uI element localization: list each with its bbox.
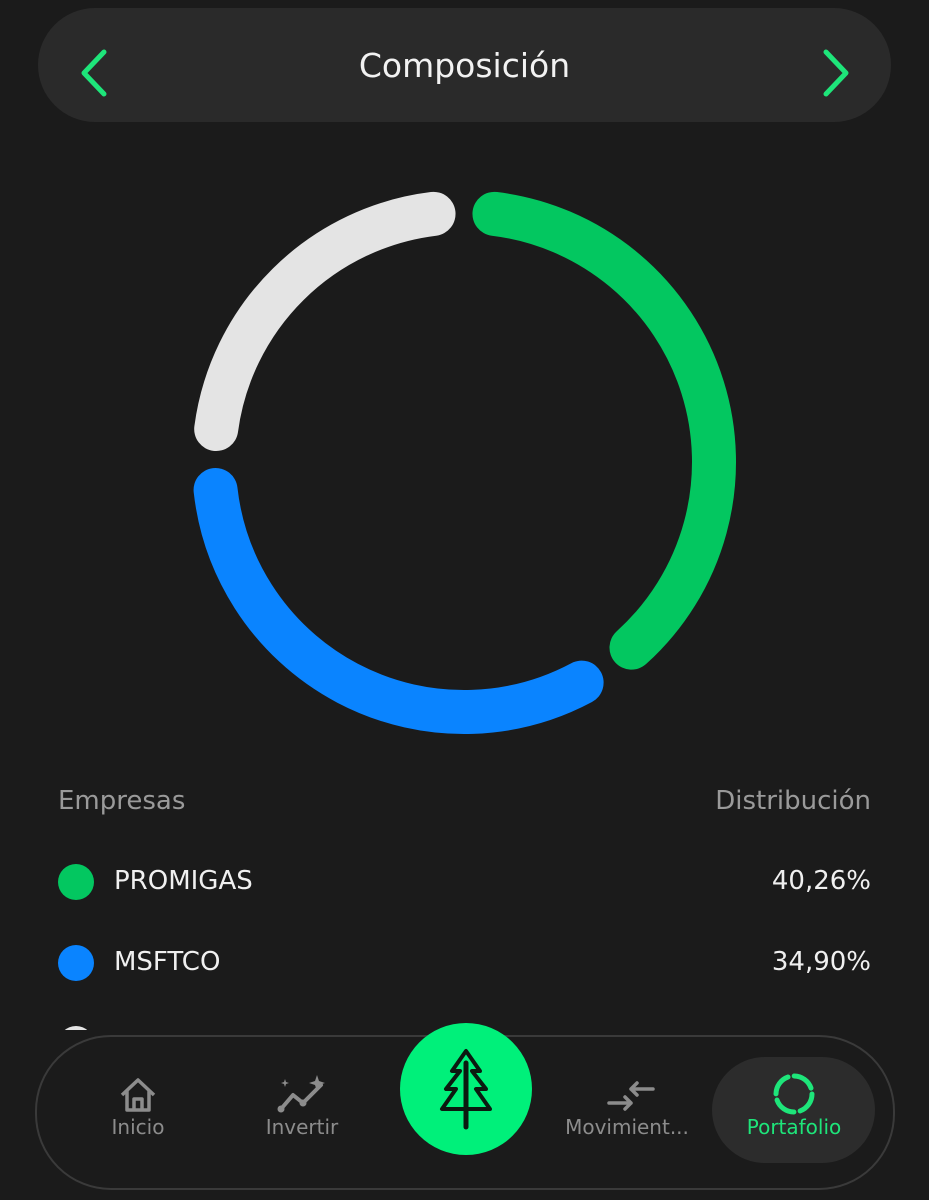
invest-icon[interactable]: [277, 1075, 329, 1115]
column-header: Empresas: [58, 786, 186, 816]
bottom-nav: Inicio Invertir Movimient... Portafolio: [35, 1023, 895, 1190]
movements-icon[interactable]: [607, 1079, 655, 1113]
header-title: Composición: [358, 46, 571, 85]
donut-segment: [194, 191, 456, 452]
column-header: Distribución: [715, 786, 871, 816]
legend-dot: [58, 945, 94, 981]
nav-label[interactable]: Invertir: [265, 1115, 339, 1139]
center-button[interactable]: [400, 1023, 532, 1155]
donut-segment: [472, 191, 736, 670]
company-name: MSFTCO: [114, 947, 221, 977]
back-button[interactable]: [78, 48, 112, 98]
home-icon[interactable]: [118, 1075, 158, 1115]
legend-dot: [58, 864, 94, 900]
distribution-value: 40,26%: [771, 866, 871, 896]
donut-chart: [193, 191, 736, 734]
portfolio-icon[interactable]: [771, 1071, 817, 1117]
legend-row: MSFTCO 34,90%: [0, 943, 929, 983]
forward-button[interactable]: [818, 48, 852, 98]
company-name: PROMIGAS: [114, 866, 253, 896]
nav-label[interactable]: Movimient...: [565, 1115, 689, 1139]
distribution-value: 34,90%: [771, 947, 871, 977]
donut-segment: [193, 467, 604, 734]
nav-label[interactable]: Inicio: [111, 1115, 165, 1139]
legend-row: PROMIGAS 40,26%: [0, 862, 929, 902]
header-bar: Composición: [38, 8, 891, 122]
nav-label[interactable]: Portafolio: [746, 1115, 842, 1139]
tree-icon: [440, 1049, 492, 1130]
